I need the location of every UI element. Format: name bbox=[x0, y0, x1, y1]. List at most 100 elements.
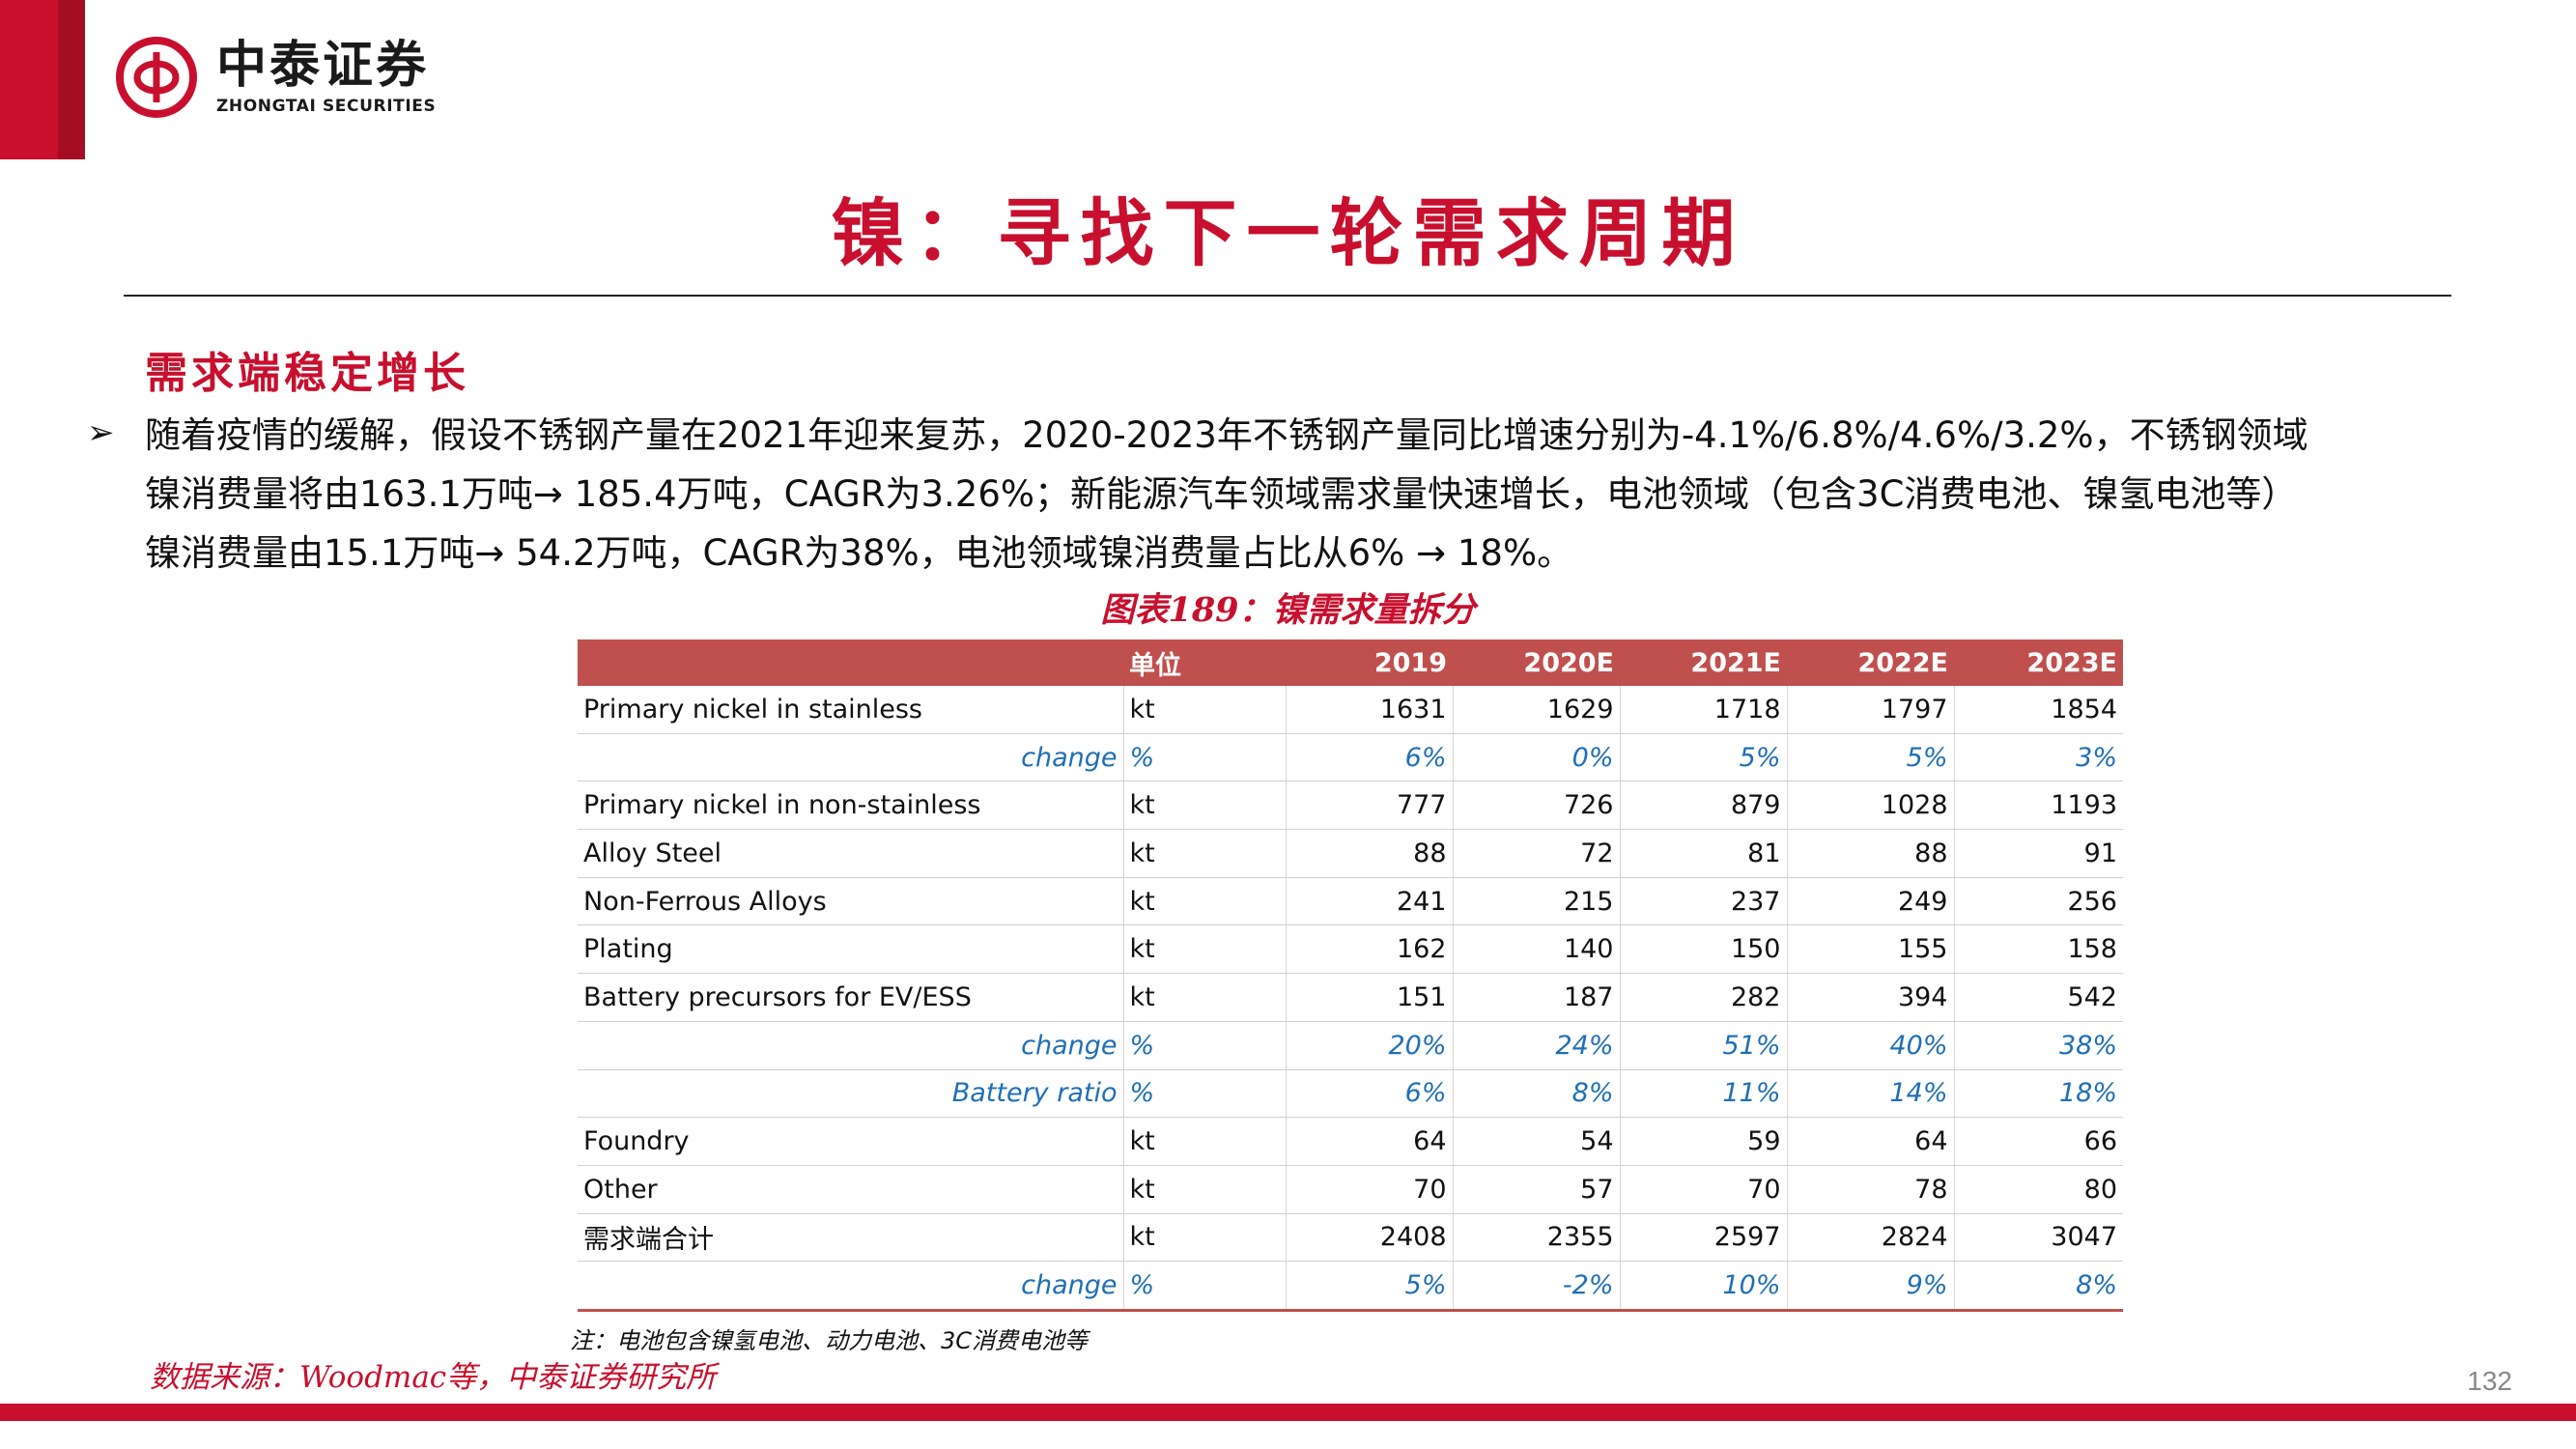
row-value: 20% bbox=[1285, 1021, 1453, 1070]
figure-title: 图表189：镍需求量拆分 bbox=[1100, 590, 1476, 630]
row-value: 8% bbox=[1953, 1261, 2123, 1312]
zhongtai-logo-icon bbox=[116, 37, 197, 118]
row-value: 256 bbox=[1953, 877, 2123, 926]
row-value: 57 bbox=[1452, 1165, 1620, 1214]
row-value: 14% bbox=[1786, 1069, 1954, 1119]
row-value: 158 bbox=[1953, 924, 2123, 975]
row-value: 1028 bbox=[1786, 781, 1954, 831]
row-value: 0% bbox=[1452, 733, 1620, 782]
row-value: 215 bbox=[1452, 877, 1620, 926]
row-unit: kt bbox=[1122, 1165, 1286, 1214]
row-label: Non-Ferrous Alloys bbox=[578, 877, 1123, 926]
row-unit: % bbox=[1122, 733, 1286, 782]
table-header-row: 单位 2019 2020E 2021E 2022E 2023E bbox=[578, 639, 2123, 686]
row-value: 2824 bbox=[1786, 1213, 1954, 1263]
row-value: 282 bbox=[1619, 973, 1787, 1022]
table-note: 注：电池包含镍氢电池、动力电池、3C消费电池等 bbox=[570, 1327, 1089, 1354]
table-row: Primary nickel in stainless kt 1631 1629 171… bbox=[578, 686, 2123, 734]
row-value: 241 bbox=[1285, 877, 1453, 926]
row-value: 187 bbox=[1452, 973, 1620, 1022]
row-value: 237 bbox=[1619, 877, 1787, 926]
row-value: 1797 bbox=[1786, 686, 1954, 734]
row-value: 18% bbox=[1953, 1069, 2123, 1119]
row-value: 81 bbox=[1619, 829, 1787, 878]
row-value: 726 bbox=[1452, 781, 1620, 831]
row-label: change bbox=[578, 733, 1123, 782]
table-row: Battery ratio% 6% 8% 11% 14% 18% bbox=[578, 1069, 2123, 1119]
row-value: 70 bbox=[1285, 1165, 1453, 1214]
row-value: 64 bbox=[1786, 1117, 1954, 1166]
brand-name-cn: 中泰证券 bbox=[216, 37, 430, 95]
table-row: Non-Ferrous Alloys kt 241 215 237 249 256 bbox=[578, 877, 2123, 926]
row-value: 394 bbox=[1786, 973, 1954, 1022]
paragraph-line: 镍消费量将由163.1万吨→ 185.4万吨，CAGR为3.26%；新能源汽车领… bbox=[145, 473, 2298, 515]
header-cell-name bbox=[578, 639, 1123, 686]
row-value: 155 bbox=[1786, 924, 1954, 975]
row-value: 9% bbox=[1786, 1261, 1954, 1312]
row-label: Primary nickel in non-stainless bbox=[578, 781, 1123, 831]
table-row: Primary nickel in non-stainless kt 777 726 8… bbox=[578, 781, 2123, 831]
row-unit: % bbox=[1122, 1021, 1286, 1070]
row-value: 64 bbox=[1285, 1117, 1453, 1166]
row-label: Plating bbox=[578, 924, 1123, 975]
table-row: change% 20% 24% 51% 40% 38% bbox=[578, 1021, 2123, 1070]
row-value: 6% bbox=[1285, 1069, 1453, 1119]
row-value: 249 bbox=[1786, 877, 1954, 926]
header-cell-year: 2022E bbox=[1787, 639, 1954, 686]
row-label: Foundry bbox=[578, 1117, 1123, 1166]
row-value: 38% bbox=[1953, 1021, 2123, 1070]
row-unit: kt bbox=[1122, 924, 1286, 975]
table-row: Foundry kt 64 54 59 64 66 bbox=[578, 1117, 2123, 1166]
row-value: 70 bbox=[1619, 1165, 1787, 1214]
paragraph-line: 镍消费量由15.1万吨→ 54.2万吨，CAGR为38%，电池领域镍消费量占比从… bbox=[145, 532, 1573, 574]
row-value: 879 bbox=[1619, 781, 1787, 831]
row-value: 91 bbox=[1953, 829, 2123, 878]
row-value: 3% bbox=[1953, 733, 2123, 782]
row-value: 78 bbox=[1786, 1165, 1954, 1214]
row-label: change bbox=[578, 1021, 1123, 1070]
page-title: 镍：寻找下一轮需求周期 bbox=[831, 190, 1745, 276]
row-unit: kt bbox=[1122, 1213, 1286, 1263]
section-heading: 需求端稳定增长 bbox=[145, 349, 469, 398]
row-unit: kt bbox=[1122, 686, 1286, 734]
row-value: 66 bbox=[1953, 1117, 2123, 1166]
row-value: 72 bbox=[1452, 829, 1620, 878]
row-label: Alloy Steel bbox=[578, 829, 1123, 878]
row-unit: kt bbox=[1122, 973, 1286, 1022]
table-row: 需求端合计 kt 2408 2355 2597 2824 3047 bbox=[578, 1213, 2123, 1263]
row-value: 88 bbox=[1786, 829, 1954, 878]
row-value: 2597 bbox=[1619, 1213, 1787, 1263]
footer-bar bbox=[0, 1404, 2576, 1421]
bullet-arrow-icon: ➢ bbox=[87, 414, 115, 451]
row-unit: kt bbox=[1122, 781, 1286, 831]
row-value: 3047 bbox=[1953, 1213, 2123, 1263]
row-value: 54 bbox=[1452, 1117, 1620, 1166]
row-label: Primary nickel in stainless bbox=[578, 686, 1123, 734]
row-value: 1629 bbox=[1452, 686, 1620, 734]
row-value: 51% bbox=[1619, 1021, 1787, 1070]
row-value: 2355 bbox=[1452, 1213, 1620, 1263]
header-cell-year: 2019 bbox=[1286, 639, 1453, 686]
row-label: change bbox=[578, 1261, 1123, 1312]
row-label: Other bbox=[578, 1165, 1123, 1214]
row-value: 151 bbox=[1285, 973, 1453, 1022]
data-source: 数据来源：Woodmac等，中泰证券研究所 bbox=[150, 1360, 717, 1395]
brand-logo: 中泰证券 ZHONGTAI SECURITIES bbox=[114, 35, 436, 120]
table-row: change% 5% -2% 10% 9% 8% bbox=[578, 1261, 2123, 1312]
nickel-demand-table: 单位 2019 2020E 2021E 2022E 2023E Primary nicke… bbox=[578, 639, 2123, 1312]
row-value: 140 bbox=[1452, 924, 1620, 975]
row-value: -2% bbox=[1452, 1261, 1620, 1312]
row-value: 11% bbox=[1619, 1069, 1787, 1119]
row-value: 150 bbox=[1619, 924, 1787, 975]
row-value: 8% bbox=[1452, 1069, 1620, 1119]
row-value: 5% bbox=[1285, 1261, 1453, 1312]
row-value: 2408 bbox=[1285, 1213, 1453, 1263]
row-value: 40% bbox=[1786, 1021, 1954, 1070]
page-number: 132 bbox=[2467, 1366, 2512, 1396]
header-cell-year: 2021E bbox=[1620, 639, 1787, 686]
paragraph-line: 随着疫情的缓解，假设不锈钢产量在2021年迎来复苏，2020-2023年不锈钢产… bbox=[145, 414, 2308, 456]
title-divider bbox=[124, 295, 2451, 297]
row-label: Battery precursors for EV/ESS bbox=[578, 973, 1123, 1022]
row-value: 542 bbox=[1953, 973, 2123, 1022]
body-paragraph: 随着疫情的缓解，假设不锈钢产量在2021年迎来复苏，2020-2023年不锈钢产… bbox=[145, 406, 2453, 582]
